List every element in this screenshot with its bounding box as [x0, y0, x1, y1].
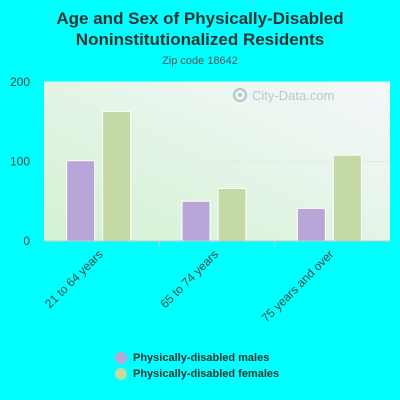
bar-females: [332, 154, 362, 242]
watermark: City-Data.com: [233, 88, 334, 103]
legend-label-males: Physically-disabled males: [133, 352, 270, 364]
legend-label-females: Physically-disabled females: [133, 368, 280, 380]
bar-males: [181, 200, 211, 242]
legend-swatch-males: [115, 352, 127, 364]
x-tick-label: 65 to 74 years: [157, 247, 221, 311]
bar-females: [102, 110, 132, 242]
x-tick-label: 75 years and over: [259, 247, 337, 325]
legend-item-females: Physically-disabled females: [115, 366, 279, 382]
y-tick-label: 200: [10, 75, 30, 89]
bar-males: [66, 160, 96, 242]
bar-females: [217, 188, 247, 242]
legend-swatch-females: [115, 368, 127, 380]
y-tick-label: 100: [10, 155, 30, 169]
chart-title-line2: Noninstitutionalized Residents: [75, 30, 325, 49]
chart-title: Age and Sex of Physically-Disabled Nonin…: [0, 8, 400, 50]
chart-title-line1: Age and Sex of Physically-Disabled: [56, 9, 344, 28]
legend: Physically-disabled males Physically-dis…: [115, 350, 279, 382]
legend-item-males: Physically-disabled males: [115, 350, 279, 366]
watermark-text: City-Data.com: [252, 88, 334, 103]
chart-subtitle: Zip code 18642: [162, 55, 238, 67]
y-tick-label: 0: [23, 234, 30, 248]
bar-males: [296, 207, 326, 242]
x-tick-label: 21 to 64 years: [42, 247, 106, 311]
